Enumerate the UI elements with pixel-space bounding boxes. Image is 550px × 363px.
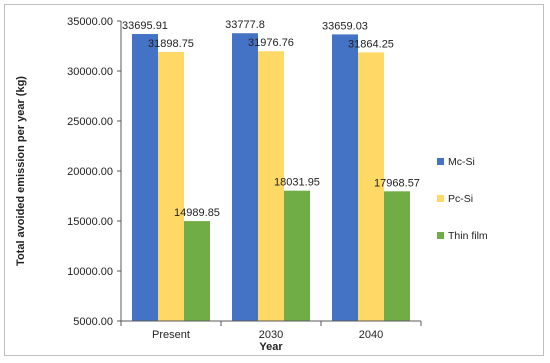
data-label: 17968.57	[374, 177, 420, 189]
data-label: 31976.76	[248, 37, 294, 49]
data-label: 33695.91	[122, 20, 168, 32]
x-tick-label: Present	[152, 329, 190, 341]
y-tick-label: 20000.00	[67, 166, 113, 178]
y-tick-label: 35000.00	[67, 16, 113, 28]
data-label: 33777.8	[225, 19, 265, 31]
bar-thin-film	[284, 190, 310, 321]
legend-label: Thin film	[448, 230, 488, 242]
y-tick-label: 25000.00	[67, 116, 113, 128]
chart-frame: 5000.00 10000.00 15000.00 20000.00 25000.00 3…	[4, 4, 544, 356]
legend: Mc-Si Pc-Si Thin film	[437, 156, 488, 242]
y-axis-title: Total avoided emission per year (kg)	[15, 76, 27, 266]
bar-thin-film	[184, 221, 210, 321]
bar-series	[132, 33, 410, 322]
legend-label: Mc-Si	[448, 156, 475, 168]
bar-mc-si	[232, 33, 258, 322]
legend-swatch	[437, 195, 444, 202]
x-axis-title: Year	[259, 341, 283, 353]
bar-pc-si	[158, 52, 184, 321]
y-axis-ticks: 5000.00 10000.00 15000.00 20000.00 25000.00 3…	[67, 16, 121, 328]
data-label: 31898.75	[148, 38, 194, 50]
x-axis-ticks: Present 2030 2040	[120, 321, 422, 341]
bar-pc-si	[358, 52, 384, 322]
y-tick-label: 5000.00	[73, 316, 113, 328]
bar-pc-si	[258, 51, 284, 322]
y-tick-label: 10000.00	[67, 266, 113, 278]
legend-label: Pc-Si	[448, 193, 473, 205]
x-tick-label: 2030	[259, 329, 283, 341]
legend-swatch	[437, 232, 444, 239]
y-tick-label: 30000.00	[67, 66, 113, 78]
data-label: 31864.25	[348, 38, 394, 50]
bar-mc-si	[332, 34, 358, 321]
y-tick-label: 15000.00	[67, 216, 113, 228]
data-labels: 33695.91 31898.75 14989.85 33777.8 31976.76 1…	[122, 19, 420, 219]
bar-chart: 5000.00 10000.00 15000.00 20000.00 25000.00 3…	[15, 16, 488, 353]
data-label: 14989.85	[174, 207, 220, 219]
data-label: 18031.95	[274, 177, 320, 189]
data-label: 33659.03	[322, 20, 368, 32]
axes	[120, 21, 421, 322]
bar-thin-film	[384, 191, 410, 321]
x-tick-label: 2040	[359, 329, 383, 341]
bar-mc-si	[132, 34, 158, 322]
legend-swatch	[437, 158, 444, 165]
